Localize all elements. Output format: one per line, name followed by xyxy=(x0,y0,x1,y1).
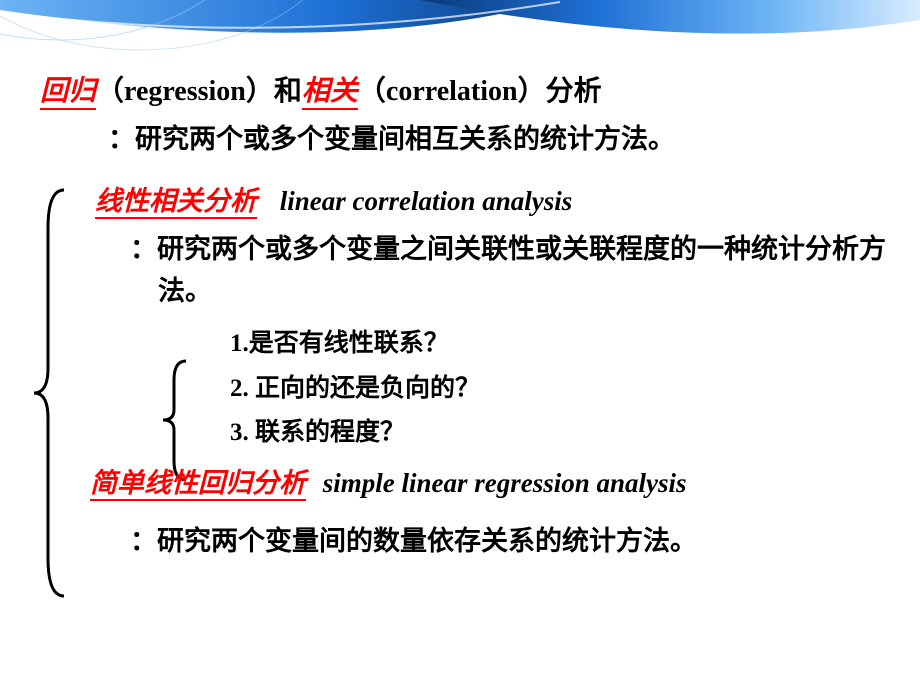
top-banner xyxy=(0,0,920,55)
section1-item-2: 2. 正向的还是负向的？ xyxy=(230,370,890,409)
section1-desc: ：研究两个或多个变量之间关联性或关联程度的一种统计分析方法。 xyxy=(130,229,890,313)
section1-title-cn: 线性相关分析 xyxy=(95,186,257,219)
section1-title-en: linear correlation analysis xyxy=(280,186,573,216)
title-regression-cn: 回归 xyxy=(40,76,96,110)
title-and: ）和 xyxy=(246,76,302,107)
main-title: 回归（regression）和相关（correlation）分析 xyxy=(40,70,890,113)
section2-title-en: simple linear regression analysis xyxy=(323,468,687,498)
title-correlation-en: correlation xyxy=(386,76,518,107)
section2-desc: ：研究两个变量间的数量依存关系的统计方法。 xyxy=(130,521,890,563)
title-paren1: （ xyxy=(96,76,124,107)
main-desc: ：研究两个或多个变量间相互关系的统计方法。 xyxy=(108,119,890,161)
title-correlation-cn: 相关 xyxy=(302,76,358,110)
section1-item-3: 3. 联系的程度？ xyxy=(230,414,890,453)
section1-item-1: 1.是否有线性联系？ xyxy=(230,325,890,364)
section2-title: 简单线性回归分析 simple linear regression analys… xyxy=(90,463,890,505)
slide-content: 回归（regression）和相关（correlation）分析 ：研究两个或多… xyxy=(0,70,920,569)
section1-title: 线性相关分析 linear correlation analysis xyxy=(95,181,890,223)
section2-title-cn: 简单线性回归分析 xyxy=(90,468,306,501)
title-analysis: ）分析 xyxy=(518,76,602,107)
title-regression-en: regression xyxy=(124,76,246,107)
title-paren2: （ xyxy=(358,76,386,107)
